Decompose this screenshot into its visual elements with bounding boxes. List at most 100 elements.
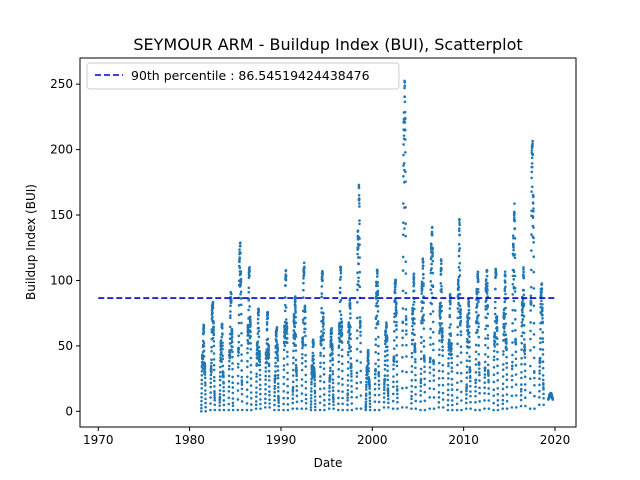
data-point	[322, 380, 326, 384]
data-point	[309, 397, 313, 400]
data-point	[530, 176, 533, 180]
data-point	[276, 359, 280, 362]
data-point	[457, 285, 461, 289]
data-point	[376, 272, 379, 275]
data-point	[200, 370, 204, 373]
data-point	[249, 324, 252, 328]
data-point	[300, 407, 304, 410]
data-point	[458, 233, 461, 237]
data-point	[520, 334, 524, 338]
data-point	[493, 312, 497, 316]
data-point	[494, 273, 498, 277]
data-point	[492, 342, 496, 346]
data-point	[429, 288, 433, 291]
data-point	[304, 380, 308, 384]
data-point	[295, 394, 299, 398]
data-point	[376, 335, 380, 339]
data-point	[413, 322, 416, 325]
data-point	[239, 280, 243, 283]
data-point	[410, 394, 413, 398]
data-point	[349, 357, 353, 360]
data-point	[364, 397, 368, 401]
data-point	[304, 407, 308, 410]
data-point	[221, 347, 224, 351]
data-point	[531, 185, 534, 189]
data-point	[422, 295, 425, 298]
data-point	[514, 364, 518, 367]
data-point	[468, 366, 472, 369]
data-point	[292, 361, 295, 365]
data-point	[459, 319, 463, 323]
data-point	[511, 321, 514, 325]
data-point	[374, 350, 377, 354]
data-point	[374, 316, 378, 320]
data-point	[359, 324, 362, 328]
data-point	[291, 390, 295, 393]
data-point	[401, 255, 405, 259]
data-point	[284, 318, 288, 321]
data-point	[285, 321, 289, 325]
data-point	[268, 398, 271, 401]
data-point	[410, 397, 413, 401]
data-point	[355, 371, 359, 375]
data-point	[492, 388, 496, 392]
data-point	[273, 381, 277, 384]
data-point	[274, 377, 277, 380]
data-point	[533, 394, 536, 398]
data-point	[247, 341, 250, 344]
data-point	[538, 372, 541, 375]
data-point	[384, 329, 388, 333]
data-point	[211, 306, 215, 309]
data-point	[304, 373, 308, 377]
data-point	[247, 290, 251, 294]
data-point	[422, 282, 425, 285]
data-point	[528, 377, 532, 380]
data-point	[301, 341, 305, 344]
data-point	[303, 316, 307, 320]
data-point	[285, 324, 289, 328]
data-point	[522, 288, 526, 292]
data-point	[357, 186, 361, 190]
data-point	[484, 327, 487, 331]
data-point	[533, 407, 536, 410]
data-point	[264, 383, 267, 386]
data-point	[374, 338, 378, 341]
data-point	[295, 366, 298, 370]
data-point	[365, 380, 368, 384]
data-point	[337, 344, 341, 347]
data-point	[513, 202, 516, 205]
data-point	[423, 365, 426, 369]
data-point	[255, 364, 258, 367]
data-point	[422, 301, 425, 305]
data-point	[300, 356, 304, 360]
data-point	[391, 407, 395, 410]
data-point	[277, 397, 280, 400]
data-point	[373, 408, 377, 412]
data-point	[240, 375, 244, 379]
data-point	[276, 343, 279, 346]
data-point	[264, 370, 268, 373]
data-point	[441, 391, 445, 395]
data-point	[202, 349, 206, 353]
data-point	[467, 300, 471, 303]
data-point	[304, 393, 308, 397]
data-point	[493, 345, 497, 348]
data-point	[531, 215, 535, 218]
data-point	[524, 396, 527, 399]
data-point	[410, 364, 414, 368]
data-point	[483, 376, 487, 379]
data-point	[503, 287, 507, 291]
data-point	[221, 364, 225, 368]
data-point	[450, 383, 454, 387]
data-point	[331, 352, 334, 355]
data-point	[210, 345, 213, 349]
data-point	[328, 369, 332, 372]
data-point	[422, 355, 426, 359]
data-point	[538, 383, 541, 387]
data-point	[483, 366, 487, 370]
data-point	[331, 343, 334, 347]
y-tick-label: 200	[50, 143, 73, 157]
data-point	[303, 310, 307, 314]
data-point	[245, 402, 249, 405]
data-point	[474, 408, 477, 412]
